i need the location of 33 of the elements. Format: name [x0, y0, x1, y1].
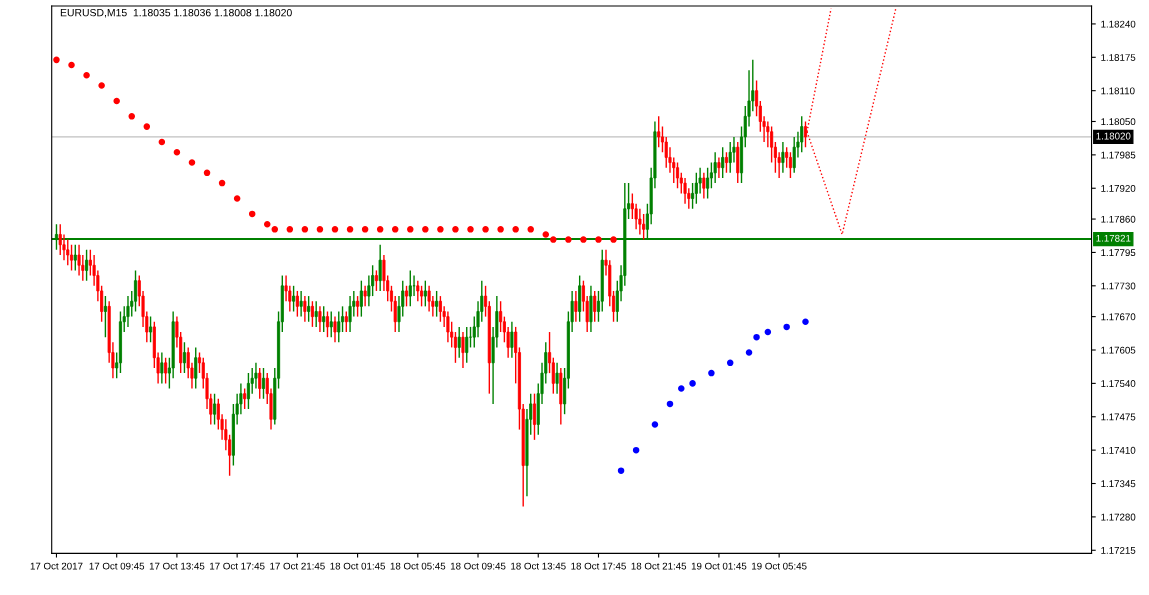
x-tick-label: 19 Oct 01:45: [691, 562, 747, 570]
y-tick-label: 1.17540: [1101, 380, 1136, 387]
x-tick-label: 17 Oct 13:45: [149, 562, 205, 570]
y-tick-label: 1.17985: [1101, 151, 1136, 159]
y-tick-label: 1.17475: [1101, 413, 1136, 421]
y-tick-label: 1.17795: [1101, 249, 1136, 257]
y-tick-label: 1.17345: [1101, 480, 1136, 488]
y-tick-label: 1.17410: [1101, 446, 1136, 454]
ref-line-label: 1.17821: [1096, 234, 1131, 242]
y-tick-label: 1.18240: [1101, 20, 1136, 28]
x-tick-label: 17 Oct 2017: [30, 562, 83, 570]
x-tick-label: 17 Oct 21:45: [270, 562, 325, 570]
x-tick-label: 18 Oct 09:45: [450, 562, 506, 570]
x-tick-label: 18 Oct 05:45: [390, 562, 446, 570]
x-tick-label: 18 Oct 13:45: [511, 562, 566, 570]
y-tick-label: 1.17215: [1101, 547, 1136, 554]
y-tick-label: 1.17280: [1101, 513, 1136, 521]
y-tick-label: 1.18110: [1101, 87, 1135, 95]
x-tick-label: 17 Oct 09:45: [89, 562, 145, 570]
x-tick-label: 19 Oct 05:45: [752, 562, 807, 570]
y-tick-label: 1.18050: [1101, 118, 1136, 126]
y-tick-label: 1.17730: [1101, 282, 1136, 290]
y-tick-label: 1.18175: [1101, 54, 1136, 61]
y-tick-label: 1.17860: [1101, 215, 1136, 223]
y-tick-label: 1.17670: [1101, 313, 1136, 321]
y-tick-label: 1.17605: [1101, 346, 1136, 354]
x-tick-label: 18 Oct 01:45: [330, 562, 386, 570]
x-tick-label: 17 Oct 17:45: [210, 562, 265, 570]
y-tick-label: 1.17920: [1101, 184, 1136, 192]
chart-title: EURUSD,M15 1.18035 1.18036 1.18008 1.18020: [60, 8, 292, 18]
x-tick-label: 18 Oct 17:45: [571, 562, 626, 570]
x-tick-label: 18 Oct 21:45: [631, 562, 687, 570]
ref-line-label: 1.18020: [1096, 132, 1131, 140]
